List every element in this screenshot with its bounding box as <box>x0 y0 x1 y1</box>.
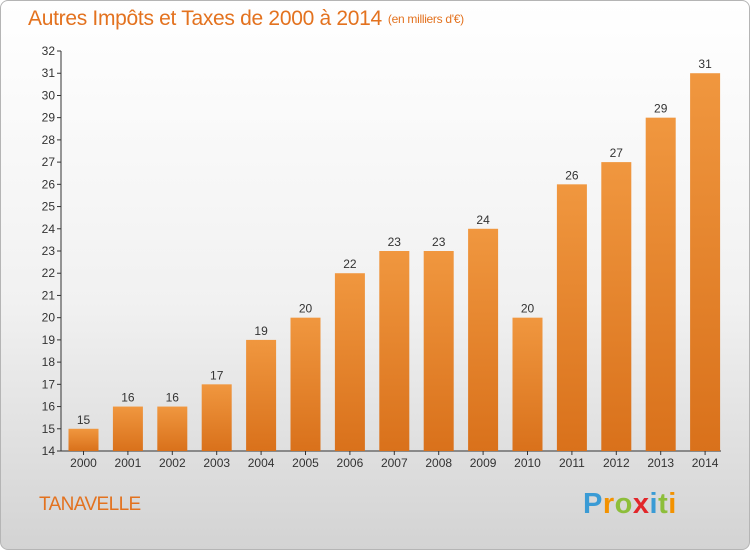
bar <box>290 317 321 451</box>
bar <box>68 428 99 451</box>
data-label: 19 <box>254 324 268 338</box>
y-tick-label: 15 <box>42 422 56 436</box>
x-tick-label: 2014 <box>692 456 719 470</box>
x-tick-label: 2011 <box>559 456 585 470</box>
bar <box>690 73 721 451</box>
y-tick-label: 27 <box>42 155 56 169</box>
data-label: 23 <box>388 235 402 249</box>
bar <box>157 406 188 451</box>
chart-title: Autres Impôts et Taxes de 2000 à 2014 (en… <box>28 7 464 31</box>
chart-subtitle: (en milliers d'€) <box>387 12 464 26</box>
data-label: 29 <box>654 102 668 116</box>
data-label: 27 <box>610 146 624 160</box>
bar <box>201 384 232 451</box>
proxiti-logo: Proxiti <box>583 488 677 521</box>
y-tick-label: 31 <box>42 66 56 80</box>
data-label: 26 <box>565 168 579 182</box>
y-tick-label: 19 <box>42 333 56 347</box>
x-tick-label: 2003 <box>203 456 230 470</box>
data-label: 22 <box>343 257 357 271</box>
commune-name: TANAVELLE <box>39 494 141 515</box>
y-tick-label: 24 <box>42 222 56 236</box>
x-tick-label: 2006 <box>337 456 364 470</box>
y-tick-label: 16 <box>42 400 56 414</box>
x-tick-label: 2008 <box>425 456 452 470</box>
x-tick-label: 2001 <box>115 456 142 470</box>
bar <box>334 273 365 451</box>
y-tick-label: 18 <box>42 355 56 369</box>
bar <box>423 251 454 451</box>
x-tick-label: 2000 <box>70 456 97 470</box>
logo-letter: t <box>658 488 669 520</box>
x-tick-label: 2012 <box>603 456 630 470</box>
data-label: 23 <box>432 235 446 249</box>
x-tick-label: 2005 <box>292 456 319 470</box>
bar <box>468 228 499 451</box>
bar <box>645 117 676 452</box>
data-label: 24 <box>476 213 490 227</box>
title-text: Autres Impôts et Taxes de 2000 à 2014 <box>28 7 382 30</box>
y-tick-label: 17 <box>42 377 56 391</box>
y-tick-label: 26 <box>42 177 56 191</box>
bar <box>246 339 277 451</box>
x-tick-label: 2007 <box>381 456 408 470</box>
bar <box>556 184 587 452</box>
y-tick-label: 14 <box>42 444 56 458</box>
logo-letter: r <box>602 488 615 520</box>
y-tick-label: 20 <box>42 311 56 325</box>
data-label: 31 <box>698 57 712 71</box>
y-tick-label: 30 <box>42 88 56 102</box>
y-tick-label: 23 <box>42 244 56 258</box>
data-label: 20 <box>521 302 535 316</box>
y-tick-label: 29 <box>42 111 56 125</box>
bar <box>379 251 410 451</box>
logo-letter: x <box>632 488 650 520</box>
data-label: 20 <box>299 302 313 316</box>
x-tick-label: 2002 <box>159 456 186 470</box>
logo-letter: i <box>649 488 659 520</box>
y-tick-label: 21 <box>42 288 56 302</box>
data-label: 17 <box>210 368 224 382</box>
logo-letter: o <box>614 488 633 520</box>
data-label: 15 <box>77 413 91 427</box>
y-tick-label: 22 <box>42 266 56 280</box>
y-tick-label: 32 <box>42 44 56 58</box>
logo-letter: P <box>583 488 603 520</box>
bar <box>512 317 543 451</box>
bar <box>601 162 632 451</box>
x-tick-label: 2004 <box>248 456 275 470</box>
bar <box>112 406 143 451</box>
y-tick-label: 28 <box>42 133 56 147</box>
x-tick-label: 2010 <box>514 456 541 470</box>
x-tick-label: 2009 <box>470 456 497 470</box>
logo-letter: i <box>668 488 677 520</box>
y-tick-label: 25 <box>42 200 56 214</box>
x-tick-label: 2013 <box>647 456 674 470</box>
data-label: 16 <box>121 391 135 405</box>
data-label: 16 <box>166 391 180 405</box>
